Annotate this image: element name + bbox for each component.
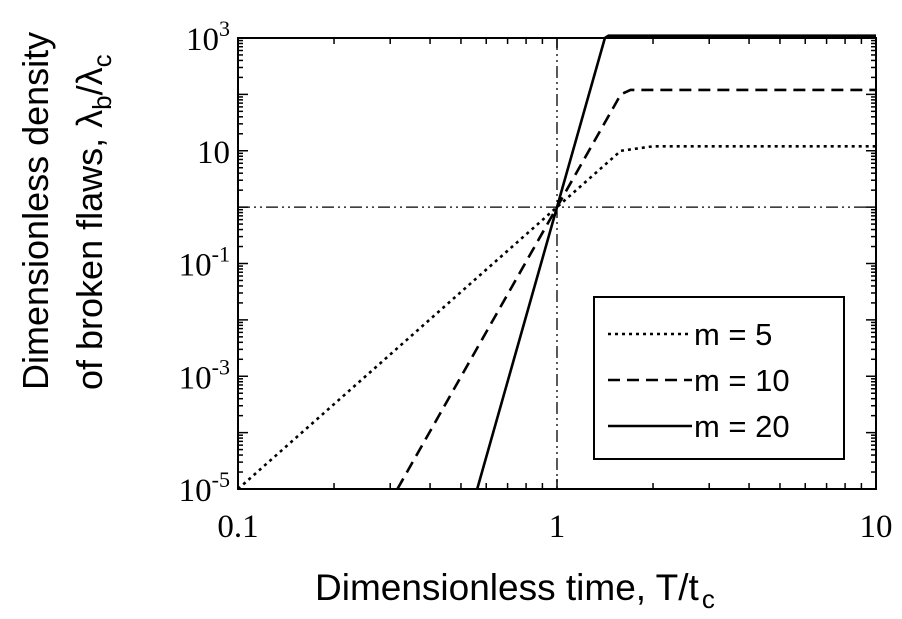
x-tick-label: 1: [549, 509, 566, 545]
plot-frame: [237, 37, 877, 490]
y-tick-label: 10: [197, 135, 230, 171]
legend-box: [593, 296, 845, 460]
y-tick-label: 10-1: [179, 242, 230, 284]
legend-label-1: m = 5: [694, 317, 772, 352]
y-tick-label: 10-5: [179, 467, 230, 509]
legend-label-2: m = 10: [694, 363, 790, 398]
series-line-1: [237, 145, 876, 490]
x-tick-labels: 0.1 1 10: [217, 509, 892, 545]
x-tick-label: 10: [860, 509, 893, 545]
y-axis-label-line1: Dimensionless density: [15, 32, 56, 390]
x-axis-label: Dimensionless time, T/t c: [315, 567, 715, 614]
y-tick-labels: 103 10 10-1 10-3 10-5: [179, 16, 230, 509]
y-tick-label: 10-3: [179, 354, 230, 396]
series-line-2: [396, 88, 876, 490]
legend: m = 5 m = 10 m = 20: [593, 296, 845, 460]
y-axis-label: Dimensionless density of broken flaws,λb…: [15, 32, 117, 390]
y-axis-label-line2: of broken flaws,λb/λc: [69, 54, 117, 390]
y-tick-label: 103: [186, 16, 230, 58]
x-tick-label: 0.1: [217, 509, 258, 545]
legend-label-3: m = 20: [694, 409, 790, 444]
